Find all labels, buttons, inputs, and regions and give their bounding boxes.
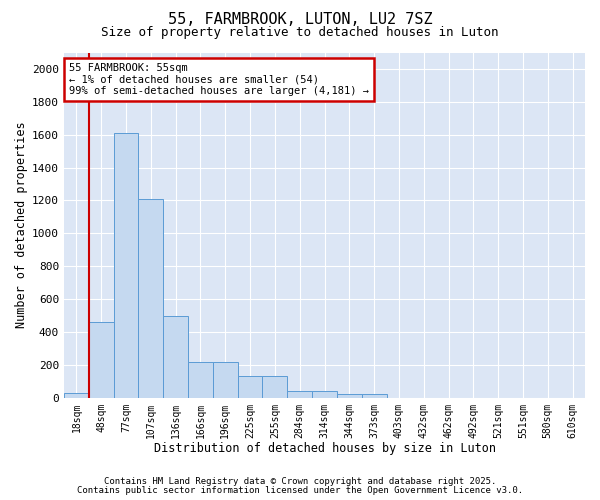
- Y-axis label: Number of detached properties: Number of detached properties: [15, 122, 28, 328]
- Text: 55 FARMBROOK: 55sqm
← 1% of detached houses are smaller (54)
99% of semi-detache: 55 FARMBROOK: 55sqm ← 1% of detached hou…: [69, 63, 369, 96]
- Text: Contains HM Land Registry data © Crown copyright and database right 2025.: Contains HM Land Registry data © Crown c…: [104, 477, 496, 486]
- Bar: [362, 394, 386, 398]
- Bar: [163, 316, 188, 398]
- Text: 55, FARMBROOK, LUTON, LU2 7SZ: 55, FARMBROOK, LUTON, LU2 7SZ: [167, 12, 433, 28]
- Bar: [262, 376, 287, 398]
- Bar: [113, 133, 139, 398]
- X-axis label: Distribution of detached houses by size in Luton: Distribution of detached houses by size …: [154, 442, 496, 455]
- Bar: [213, 362, 238, 398]
- Bar: [139, 199, 163, 398]
- Bar: [337, 394, 362, 398]
- Bar: [188, 362, 213, 398]
- Text: Contains public sector information licensed under the Open Government Licence v3: Contains public sector information licen…: [77, 486, 523, 495]
- Bar: [287, 391, 312, 398]
- Bar: [238, 376, 262, 398]
- Bar: [312, 391, 337, 398]
- Text: Size of property relative to detached houses in Luton: Size of property relative to detached ho…: [101, 26, 499, 39]
- Bar: [89, 322, 113, 398]
- Bar: [64, 393, 89, 398]
